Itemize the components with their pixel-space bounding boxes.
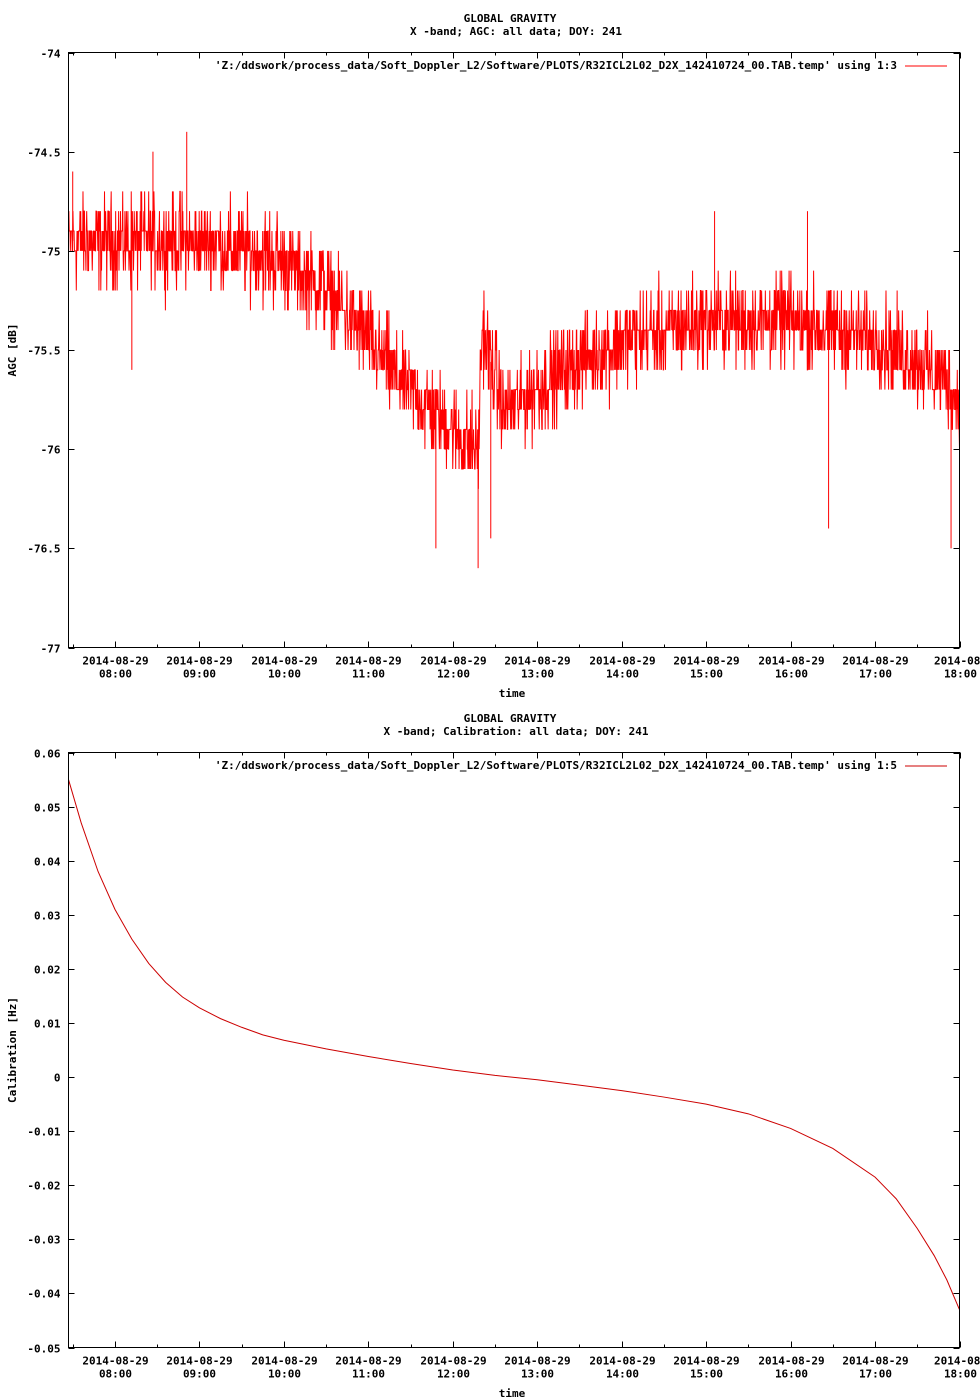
y-tick-label: -0.02 [27,1180,60,1193]
y-tick-label: -75 [41,246,61,259]
y-tick-label: -76 [41,444,61,457]
y-tick-label: -0.05 [27,1343,60,1356]
x-tick-time: 10:00 [268,668,301,681]
x-axis-label: time [499,687,526,700]
chart-title: GLOBAL GRAVITY [464,12,557,25]
x-tick-date: 2014-08-29 [842,655,908,668]
x-tick-date: 2014-08-29 [589,655,655,668]
y-tick-label: 0.04 [34,856,61,869]
chart-title: GLOBAL GRAVITY [464,712,557,725]
x-tick-time: 18:00 [944,1368,977,1381]
x-tick-date: 2014-08-29 [82,655,148,668]
series-line [68,190,960,489]
x-tick-time: 13:00 [521,1368,554,1381]
y-tick-label: -75.5 [27,345,60,358]
x-tick-time: 08:00 [99,1368,132,1381]
x-axis-label: time [499,1387,526,1400]
y-tick-label: -76.5 [27,543,60,556]
x-tick-time: 14:00 [606,1368,639,1381]
y-tick-label: 0.01 [34,1018,61,1031]
x-tick-time: 11:00 [352,668,385,681]
y-tick-label: -77 [41,643,61,656]
y-tick-label: -74.5 [27,147,60,160]
x-tick-date: 2014-08-29 [251,1355,317,1368]
x-tick-time: 13:00 [521,668,554,681]
x-tick-date: 2014-08-29 [82,1355,148,1368]
series-line [68,779,960,1310]
y-tick-label: 0 [54,1072,61,1085]
x-tick-time: 17:00 [859,668,892,681]
x-tick-date: 2014-08-29 [673,1355,739,1368]
legend-label: 'Z:/ddswork/process_data/Soft_Doppler_L2… [215,759,897,772]
calibration-chart: GLOBAL GRAVITY X -band; Calibration: all… [6,712,980,1400]
x-tick-date: 2014-08- [934,655,980,668]
x-tick-time: 08:00 [99,668,132,681]
x-tick-date: 2014-08-29 [166,655,232,668]
x-tick-time: 09:00 [183,668,216,681]
x-tick-date: 2014-08-29 [673,655,739,668]
x-tick-date: 2014-08-29 [504,1355,570,1368]
legend-label: 'Z:/ddswork/process_data/Soft_Doppler_L2… [215,59,897,72]
x-tick-time: 12:00 [437,668,470,681]
x-tick-time: 15:00 [690,668,723,681]
x-tick-time: 14:00 [606,668,639,681]
x-tick-date: 2014-08-29 [335,1355,401,1368]
x-tick-date: 2014-08-29 [758,1355,824,1368]
y-tick-label: 0.05 [34,802,61,815]
x-tick-date: 2014-08-29 [251,655,317,668]
x-tick-time: 16:00 [775,1368,808,1381]
plot-frame [68,52,960,648]
y-axis-label: AGC [dB] [6,324,19,377]
x-tick-date: 2014-08-29 [842,1355,908,1368]
agc-chart: GLOBAL GRAVITY X -band; AGC: all data; D… [6,12,980,700]
x-tick-date: 2014-08- [934,1355,980,1368]
y-tick-label: 0.03 [34,910,61,923]
y-tick-label: -0.03 [27,1234,60,1247]
x-tick-time: 12:00 [437,1368,470,1381]
plot-frame [68,752,960,1348]
x-tick-date: 2014-08-29 [589,1355,655,1368]
x-tick-date: 2014-08-29 [166,1355,232,1368]
chart-subtitle: X -band; Calibration: all data; DOY: 241 [384,725,649,738]
y-tick-label: -0.04 [27,1288,60,1301]
y-tick-label: 0.06 [34,748,61,761]
x-tick-time: 10:00 [268,1368,301,1381]
chart-subtitle: X -band; AGC: all data; DOY: 241 [410,25,622,38]
x-tick-date: 2014-08-29 [335,655,401,668]
x-tick-date: 2014-08-29 [758,655,824,668]
x-tick-time: 09:00 [183,1368,216,1381]
x-tick-time: 15:00 [690,1368,723,1381]
x-tick-time: 17:00 [859,1368,892,1381]
y-tick-label: -74 [41,48,61,61]
x-tick-date: 2014-08-29 [504,655,570,668]
x-tick-time: 11:00 [352,1368,385,1381]
y-tick-label: -0.01 [27,1126,60,1139]
x-tick-date: 2014-08-29 [420,1355,486,1368]
y-tick-label: 0.02 [34,964,61,977]
y-axis-label: Calibration [Hz] [6,997,19,1103]
x-tick-date: 2014-08-29 [420,655,486,668]
x-tick-time: 18:00 [944,668,977,681]
x-tick-time: 16:00 [775,668,808,681]
